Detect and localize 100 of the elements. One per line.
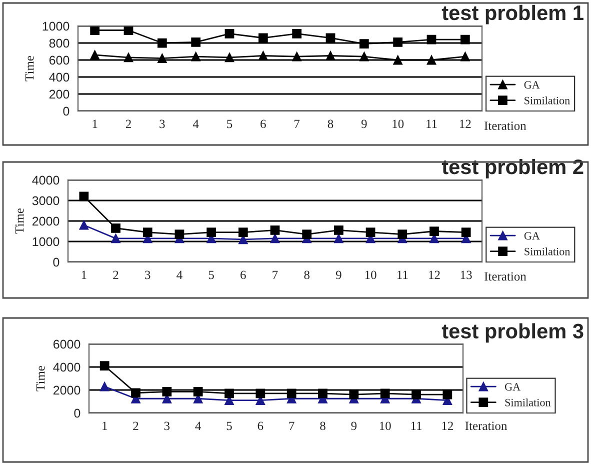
x-tick-label: 11 (411, 422, 422, 430)
point (326, 51, 336, 60)
point (426, 34, 436, 44)
point (258, 33, 268, 43)
x-tick-label: 1 (102, 422, 107, 430)
point (426, 55, 436, 65)
x-tick-label: 9 (351, 422, 357, 430)
x-tick-label: 5 (227, 120, 232, 128)
x-tick-label: 5 (208, 270, 214, 280)
x-tick-label: 4 (176, 270, 182, 280)
point (270, 226, 280, 235)
point (224, 28, 234, 38)
point (398, 230, 408, 240)
x-tick-label: 8 (328, 120, 334, 128)
y-axis-title: Time (36, 366, 45, 392)
point (393, 37, 403, 47)
point (124, 52, 134, 62)
x-tick-label: 12 (442, 422, 453, 430)
point (359, 52, 369, 62)
y-tick-label: 400 (49, 72, 70, 82)
point (366, 228, 376, 237)
legend-label: Similation (524, 247, 570, 256)
x-tick-label: 10 (365, 270, 376, 280)
point (162, 387, 172, 396)
y-tick-label: 600 (49, 56, 70, 65)
y-tick-label: 1000 (32, 237, 60, 246)
point (258, 51, 268, 60)
point (380, 388, 390, 398)
point (224, 388, 234, 398)
x-tick-label: 3 (164, 422, 170, 430)
point (191, 37, 201, 47)
x-tick-label: 11 (397, 270, 408, 280)
point (326, 33, 336, 43)
point (359, 39, 369, 49)
point (334, 226, 344, 235)
x-tick-label: 9 (361, 120, 367, 128)
x-tick-label: 7 (289, 422, 294, 430)
point (193, 387, 203, 396)
y-axis-title: Time (15, 208, 24, 234)
y-tick-label: 200 (49, 90, 70, 99)
x-axis-title: Iteration (484, 272, 526, 281)
y-tick-label: 2000 (53, 386, 80, 395)
x-axis-title: Iteration (465, 422, 508, 430)
x-tick-label: 6 (240, 270, 246, 280)
point (124, 26, 134, 35)
y-tick-label: 6000 (53, 340, 80, 349)
point (460, 34, 470, 44)
x-tick-label: 3 (145, 270, 150, 280)
point (142, 228, 152, 237)
y-tick-label: 0 (53, 258, 60, 267)
x-tick-label: 13 (460, 270, 472, 280)
point (206, 228, 216, 237)
point (270, 234, 280, 244)
y-tick-label: 800 (49, 38, 70, 48)
x-tick-label: 5 (226, 422, 232, 430)
y-tick-label: 4000 (32, 176, 60, 185)
legend-label: Similation (524, 96, 570, 104)
point (111, 223, 120, 233)
x-tick-label: 2 (133, 422, 138, 430)
point (302, 230, 312, 240)
x-tick-label: 2 (126, 120, 131, 128)
x-tick-label: 8 (304, 270, 310, 280)
x-tick-label: 7 (272, 270, 278, 280)
point (334, 234, 344, 244)
point (131, 388, 140, 398)
x-tick-label: 10 (392, 120, 404, 128)
point (224, 52, 234, 62)
y-tick-label: 4000 (53, 362, 80, 372)
point (157, 38, 167, 48)
x-tick-label: 4 (195, 422, 202, 430)
y-tick-label: 2000 (32, 216, 60, 226)
legend-label: GA (524, 81, 540, 89)
point (461, 228, 471, 237)
point (90, 50, 100, 60)
x-tick-label: 2 (113, 270, 118, 280)
point (79, 220, 89, 230)
x-tick-label: 1 (92, 120, 98, 128)
text: test problem 3 (442, 323, 584, 343)
x-tick-label: 6 (258, 422, 264, 430)
y-tick-label: 0 (63, 106, 70, 116)
point (430, 226, 439, 236)
y-tick-label: 0 (74, 408, 80, 418)
point (412, 390, 421, 400)
point (318, 388, 328, 398)
x-tick-label: 12 (429, 270, 440, 280)
legend-label: GA (524, 232, 540, 240)
point (100, 361, 110, 371)
point (238, 228, 248, 237)
point (79, 192, 89, 202)
chart-title: test problem 1 (442, 4, 584, 24)
x-tick-label: 7 (294, 120, 300, 128)
x-tick-label: 10 (380, 422, 391, 430)
point (460, 52, 470, 62)
point (174, 230, 184, 240)
point (111, 234, 120, 244)
point (292, 28, 302, 38)
point (191, 52, 201, 62)
point (286, 388, 296, 398)
x-tick-label: 1 (82, 270, 86, 280)
x-tick-label: 6 (260, 120, 266, 128)
